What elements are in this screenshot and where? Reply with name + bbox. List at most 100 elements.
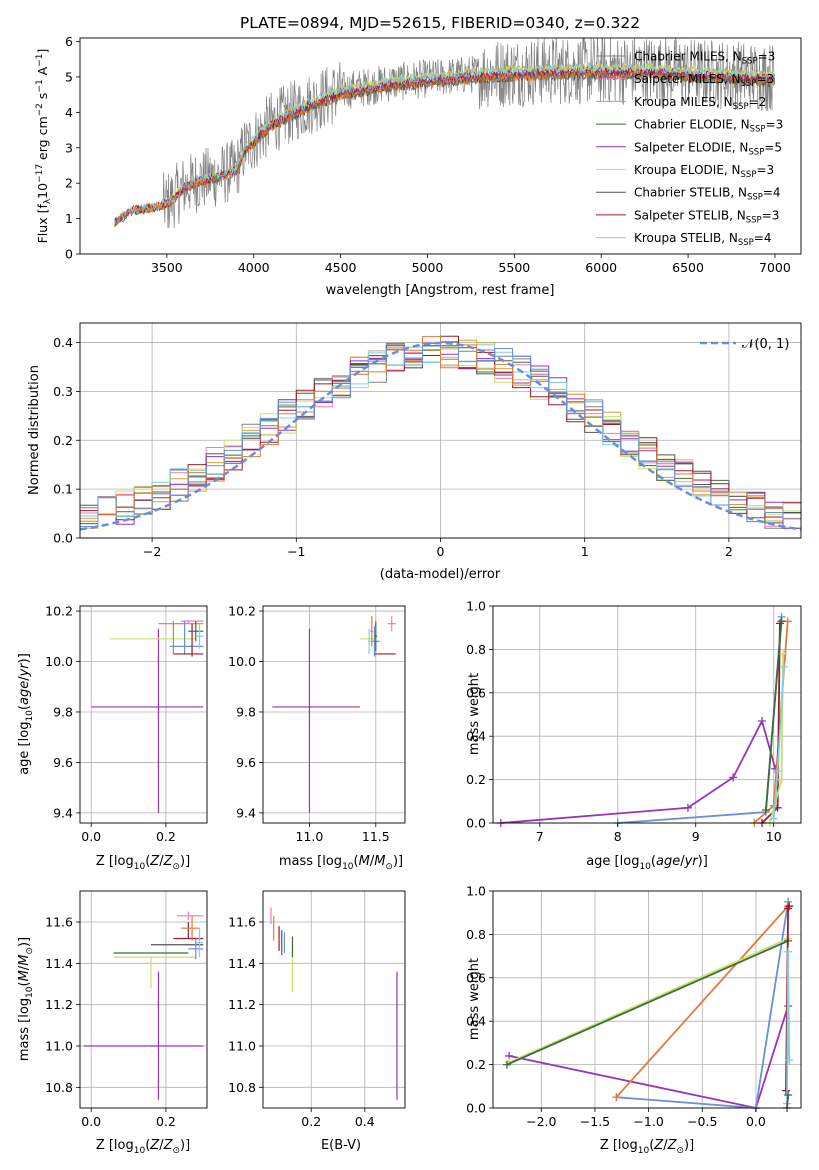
ytick-label: 11.0 xyxy=(45,1039,73,1054)
xtick-label: 0.4 xyxy=(355,1114,375,1129)
ytick-label: 6 xyxy=(65,34,73,49)
ytick-label: 0.2 xyxy=(466,772,486,787)
errorbar-point xyxy=(272,628,360,813)
spectrum-ylabel: Flux [fλ10−17 erg cm−2 s−1 A−1] xyxy=(35,49,53,244)
errorbar-point xyxy=(180,915,200,941)
legend-entry-label: Kroupa MILES, NSSP=2 xyxy=(634,95,766,112)
ytick-label: 0.3 xyxy=(53,384,73,399)
xtick-label: 9 xyxy=(692,829,700,844)
xtick-label: 0 xyxy=(437,544,445,559)
errorbar-point xyxy=(173,623,204,657)
massweight-vs-age-plot-area xyxy=(493,605,801,827)
xtick-label: 0.2 xyxy=(156,829,176,844)
mass-vs-Z-ylabel: mass [log10(M/M⊙)] xyxy=(17,937,35,1061)
xtick-label: 10 xyxy=(766,829,782,844)
ytick-label: 10.8 xyxy=(228,1080,256,1095)
ytick-label: 9.4 xyxy=(53,805,73,820)
xtick-label: 7000 xyxy=(759,260,791,275)
spectrum-panel: 3500 4000 4500 5000 5500 6000 6500 70000123456 … xyxy=(35,34,802,298)
errorbar-point xyxy=(387,616,396,632)
errorbar-point xyxy=(370,616,374,647)
residuals-panel: −2 −1 0 1 2 0.0 0.1 0.2 0.3 0.4 𝒩(0, 1) (data-mod… xyxy=(27,322,802,582)
age-vs-mass-panel: 11.0 11.5 9.4 9.6 9.8 10.0 10.2 mass [log10(M/… xyxy=(228,604,406,872)
ytick-label: 10.2 xyxy=(228,604,256,619)
massweight-marker xyxy=(781,1086,790,1095)
legend-entry-label: Salpeter MILES, NSSP=3 xyxy=(634,72,774,89)
massweight-vs-age-ylabel: mass weight xyxy=(467,673,482,755)
xtick-label: 2 xyxy=(725,544,733,559)
ytick-label: 10.0 xyxy=(45,654,73,669)
massweight-marker xyxy=(777,617,786,626)
massweight-marker xyxy=(769,814,778,823)
age-vs-Z-plot-area xyxy=(80,606,207,823)
ytick-label: 0.1 xyxy=(53,482,73,497)
mass-vs-Z-ticks: 0.0 0.2 10.8 11.0 11.2 11.4 11.6 xyxy=(45,915,176,1130)
errorbar-point xyxy=(195,928,204,958)
xtick-label: 7 xyxy=(536,829,544,844)
massweight-marker xyxy=(758,717,767,726)
legend-entry-label: Kroupa STELIB, NSSP=4 xyxy=(634,231,772,248)
xtick-label: −2.0 xyxy=(526,1114,556,1129)
ytick-label: 0 xyxy=(65,247,73,262)
massweight-marker xyxy=(612,1093,621,1102)
massweight-vs-Z-panel: −2.0 −1.5 −1.0 −0.5 0.0 0.0 0.2 0.4 0.6 0.8 1.0 Z … xyxy=(466,884,802,1156)
massweight-marker xyxy=(784,1090,793,1099)
massweight-series-line xyxy=(786,951,791,1104)
ytick-label: 0.2 xyxy=(466,1057,486,1072)
ytick-label: 10.8 xyxy=(45,1080,73,1095)
ytick-label: 11.4 xyxy=(228,956,256,971)
ytick-label: 1.0 xyxy=(466,884,486,899)
massweight-marker xyxy=(785,902,794,911)
errorbar-point xyxy=(188,621,204,642)
xtick-label: 11.5 xyxy=(362,829,390,844)
massweight-vs-age-ticks: 7 8 9 10 0.0 0.2 0.4 0.6 0.8 1.0 xyxy=(466,599,782,845)
ytick-label: 4 xyxy=(65,105,73,120)
massweight-marker xyxy=(779,662,788,671)
ytick-label: 0.8 xyxy=(466,927,486,942)
xtick-label: 5000 xyxy=(412,260,444,275)
xtick-label: 0.2 xyxy=(156,1114,176,1129)
errorbar-point xyxy=(173,922,204,940)
spectrum-axes-frame xyxy=(79,37,802,255)
gaussian-curve xyxy=(79,341,802,531)
age-vs-mass-axes-frame xyxy=(262,605,406,824)
xtick-label: −1.0 xyxy=(633,1114,663,1129)
ytick-label: 0.6 xyxy=(466,970,486,985)
ytick-label: 9.4 xyxy=(236,805,256,820)
ytick-label: 0.0 xyxy=(53,531,73,546)
errorbar-point xyxy=(113,956,196,989)
spectrum-model-line xyxy=(114,69,775,226)
ytick-label: 11.6 xyxy=(228,915,256,930)
spectrum-ticks: 3500 4000 4500 5000 5500 6000 6500 7000 0 1 2 3 4 5 6 xyxy=(65,34,791,275)
ytick-label: 1 xyxy=(65,211,73,226)
massweight-vs-age-xlabel: age [log10(age/yr)] xyxy=(586,854,708,872)
errorbar-point xyxy=(177,911,204,920)
legend-entry-label: Chabrier ELODIE, NSSP=3 xyxy=(634,118,783,135)
residuals-ylabel: Normed distribution xyxy=(27,365,42,495)
legend-entry-label: Kroupa ELODIE, NSSP=3 xyxy=(634,163,774,180)
mass-vs-ebv-axes-frame xyxy=(262,890,406,1109)
xtick-label: 0.0 xyxy=(746,1114,766,1129)
xtick-label: 5500 xyxy=(498,260,530,275)
age-vs-mass-plot-area xyxy=(263,606,405,823)
xtick-label: 4000 xyxy=(238,260,270,275)
ytick-label: 0.0 xyxy=(466,1101,486,1116)
gaussian-legend-label: 𝒩(0, 1) xyxy=(742,337,789,352)
legend-entry-label: Chabrier STELIB, NSSP=4 xyxy=(634,186,781,203)
massweight-vs-Z-ylabel: mass weight xyxy=(467,958,482,1040)
legend-entry-label: Salpeter STELIB, NSSP=3 xyxy=(634,208,779,225)
massweight-series-line xyxy=(506,940,789,1066)
massweight-series-line xyxy=(765,621,783,811)
massweight-marker xyxy=(784,947,793,956)
mass-vs-Z-xlabel: Z [log10(Z/Z⊙)] xyxy=(96,1138,190,1156)
spectrum-xlabel: wavelength [Angstrom, rest frame] xyxy=(326,283,555,298)
massweight-series-line xyxy=(617,616,783,824)
spectrum-model-line xyxy=(114,62,775,225)
xtick-label: 6500 xyxy=(672,260,704,275)
mass-vs-ebv-panel: 0.2 0.4 10.8 11.0 11.2 11.4 11.6 E(B-V) xyxy=(228,890,406,1153)
ytick-label: 1.0 xyxy=(466,599,486,614)
errorbar-point xyxy=(195,623,204,649)
ytick-label: 5 xyxy=(65,69,73,84)
massweight-marker xyxy=(683,803,692,812)
